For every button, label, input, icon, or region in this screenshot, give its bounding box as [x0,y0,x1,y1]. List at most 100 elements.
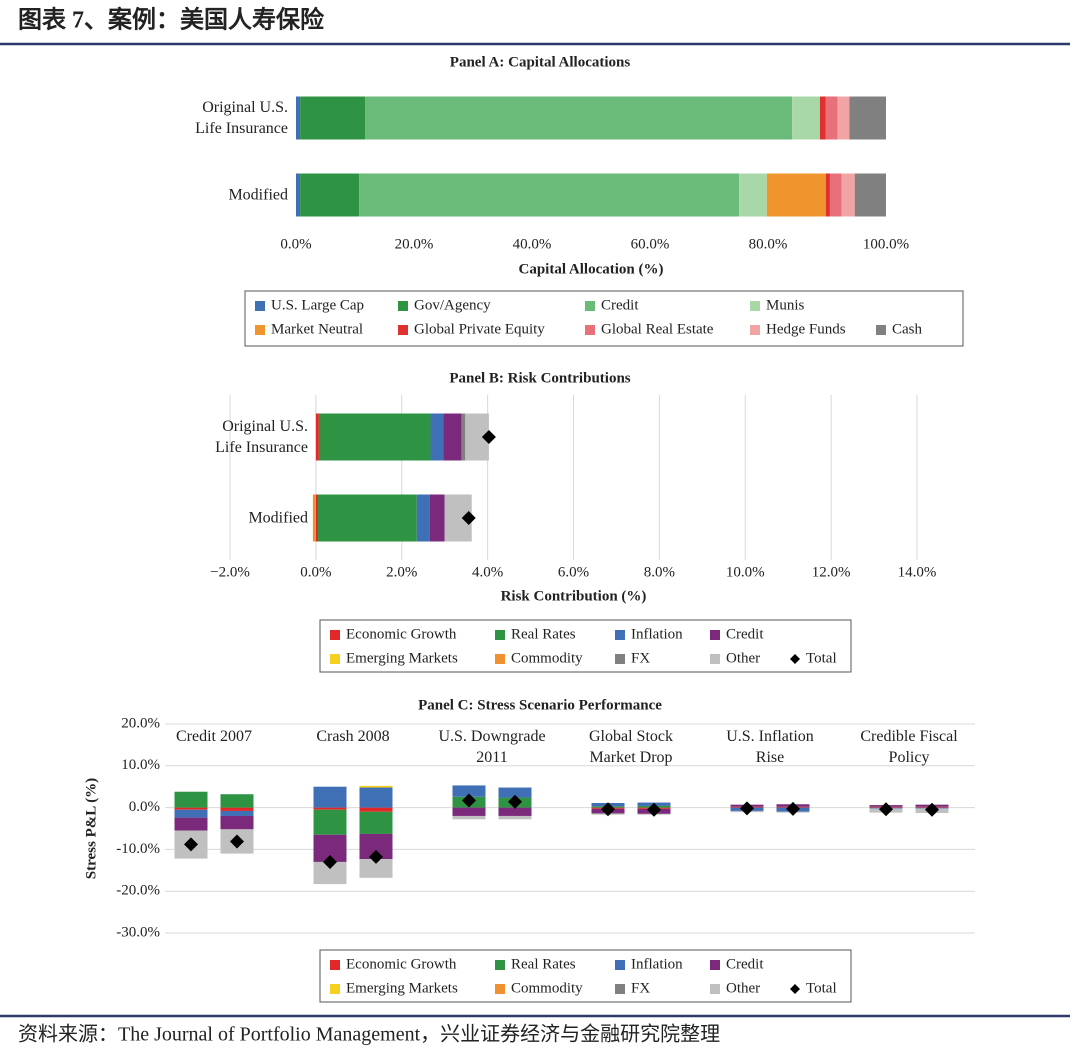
legend-swatch [615,630,625,640]
total-marker [184,837,198,852]
legend-swatch [495,630,505,640]
bar-segment [365,96,793,140]
panel-title: Panel B: Risk Contributions [449,370,630,386]
bar-segment [296,173,301,217]
legend-label: FX [631,980,650,996]
bar-segment [452,807,486,816]
legend-swatch [495,984,505,994]
legend-label: Gov/Agency [414,297,491,313]
total-marker [925,802,939,817]
bar-segment [766,173,826,217]
bar-segment [461,413,466,461]
legend-swatch [255,325,265,335]
category-label: Modified [248,509,308,527]
bar-segment [825,173,830,217]
x-tick-label: 80.0% [749,236,788,252]
legend-label: Market Neutral [271,321,363,337]
x-tick-label: 8.0% [644,564,675,580]
y-tick-label: -30.0% [116,924,160,940]
y-tick-label: -10.0% [116,841,160,857]
category-label: Original U.S. Life Insurance [215,418,308,456]
x-tick-label: 10.0% [726,564,765,580]
x-tick-label: 6.0% [558,564,589,580]
legend-label: Emerging Markets [346,980,458,996]
x-tick-label: 20.0% [395,236,434,252]
legend-label: Total [806,650,837,666]
legend-label: Economic Growth [346,956,457,972]
x-tick-label: 0.0% [300,564,331,580]
bar-segment [837,96,850,140]
bar-segment [220,815,254,830]
legend-label: Commodity [511,980,583,996]
legend-label: Economic Growth [346,626,457,642]
total-marker [740,801,754,816]
bar-segment [819,96,826,140]
x-tick-label: 60.0% [631,236,670,252]
bar-segment [313,861,347,885]
x-tick-label: 0.0% [280,236,311,252]
legend-label: Credit [726,626,764,642]
bar-segment [315,494,319,542]
scenario-label: U.S. Downgrade 2011 [438,728,546,766]
bar-segment [174,791,208,808]
legend-label: Munis [766,297,805,313]
bar-segment [300,96,366,140]
x-tick-label: 2.0% [386,564,417,580]
y-tick-label: 0.0% [129,799,160,815]
bar-segment [313,809,347,835]
bar-segment [359,785,393,788]
legend-swatch [398,325,408,335]
bar-segment [220,794,254,808]
total-marker [601,802,615,817]
bar-segment [498,807,532,816]
legend-label: Emerging Markets [346,650,458,666]
bar-segment [313,786,347,808]
panel-title: Panel A: Capital Allocations [450,54,631,70]
y-tick-label: -20.0% [116,883,160,899]
x-tick-label: 14.0% [898,564,937,580]
legend-box [244,290,964,347]
legend-label: Hedge Funds [766,321,846,337]
bar-segment [315,413,319,461]
bar-segment [312,494,316,542]
bar-segment [359,787,393,808]
bar-segment [359,859,393,878]
x-tick-label: 4.0% [472,564,503,580]
total-marker [230,834,244,849]
total-marker [461,511,476,525]
bar-segment [825,96,838,140]
bar-segment [430,413,444,461]
bar-segment [359,811,393,834]
scenario-label: U.S. Inflation Rise [726,728,814,766]
legend-label: FX [631,650,650,666]
legend-swatch [330,654,340,664]
legend-marker [790,654,800,664]
bar-segment [359,807,393,812]
total-marker [323,854,337,869]
bar-segment [359,173,740,217]
legend-swatch [495,960,505,970]
page-title: 图表 7、案例：美国人寿保险 [18,6,325,34]
scenario-label: Global Stock Market Drop [589,728,673,766]
bar-segment [318,413,431,461]
x-axis-label: Risk Contribution (%) [501,588,647,604]
legend-swatch [750,301,760,311]
category-label: Modified [228,186,288,204]
y-tick-label: 20.0% [121,715,160,731]
bar-segment [498,815,532,820]
legend-label: Other [726,650,760,666]
bar-segment [849,96,886,140]
bar-segment [829,173,842,217]
legend-label: Credit [601,297,639,313]
bar-segment [318,494,417,542]
bar-segment [220,810,254,816]
total-marker [369,849,383,864]
y-axis-label: Stress P&L (%) [83,778,99,879]
scenario-label: Credible Fiscal Policy [860,728,958,766]
bar-segment [792,96,820,140]
legend-swatch [255,301,265,311]
legend-swatch [330,630,340,640]
bar-segment [452,785,486,797]
